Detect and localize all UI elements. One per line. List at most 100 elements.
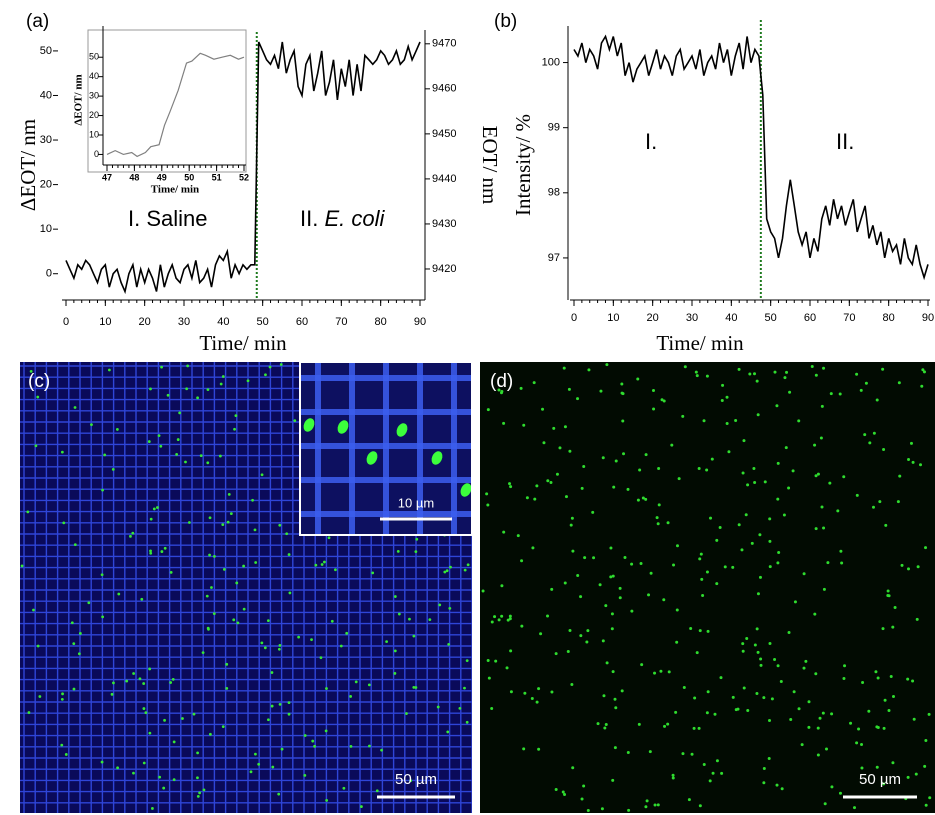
bacterium bbox=[705, 374, 709, 378]
bacterium bbox=[586, 809, 590, 813]
bacterium bbox=[554, 652, 558, 656]
bacterium bbox=[744, 513, 748, 517]
bacterium bbox=[692, 726, 696, 730]
bacterium bbox=[142, 707, 146, 710]
bacterium bbox=[911, 679, 915, 683]
bacterium bbox=[260, 473, 264, 477]
bacterium bbox=[342, 786, 346, 790]
bacterium bbox=[219, 382, 223, 386]
bacterium bbox=[537, 747, 541, 751]
bacterium bbox=[876, 676, 880, 680]
bacterium bbox=[813, 443, 817, 447]
bacterium bbox=[663, 724, 667, 728]
y2-tick-label: 9430 bbox=[432, 218, 456, 230]
y-tick-label: 30 bbox=[40, 134, 52, 146]
bacterium bbox=[525, 496, 529, 500]
micrograph-inset bbox=[300, 362, 472, 535]
bacterium bbox=[226, 520, 230, 524]
bacterium bbox=[266, 619, 270, 623]
bacterium bbox=[371, 571, 375, 575]
bacterium bbox=[814, 373, 818, 377]
bacterium bbox=[871, 505, 875, 509]
bacterium bbox=[671, 773, 675, 777]
bacterium bbox=[840, 561, 844, 565]
bacterium bbox=[446, 730, 450, 734]
bacterium bbox=[644, 497, 648, 501]
bacterium bbox=[719, 676, 723, 680]
bacterium bbox=[163, 546, 167, 550]
bacterium bbox=[779, 680, 783, 684]
bacterium bbox=[740, 548, 744, 552]
bacterium bbox=[907, 458, 911, 462]
bacterium bbox=[793, 600, 797, 604]
bacterium bbox=[767, 757, 771, 761]
x-tick-label: 48 bbox=[129, 172, 139, 182]
bacterium bbox=[349, 744, 353, 748]
bacterium bbox=[208, 732, 212, 736]
bacterium bbox=[855, 372, 859, 376]
bacterium bbox=[555, 472, 559, 476]
bacterium bbox=[187, 521, 191, 524]
bacterium bbox=[723, 565, 727, 569]
bacterium bbox=[770, 697, 774, 701]
bacterium bbox=[202, 788, 206, 792]
bacterium bbox=[863, 433, 867, 437]
bacterium bbox=[924, 546, 928, 550]
bacterium bbox=[843, 664, 847, 668]
bacterium bbox=[864, 381, 868, 385]
bacterium bbox=[325, 687, 328, 690]
bacterium bbox=[148, 667, 152, 671]
y-tick-label: 40 bbox=[89, 71, 99, 81]
bacterium bbox=[830, 785, 834, 789]
bacterium bbox=[443, 570, 447, 574]
bacterium bbox=[246, 379, 250, 383]
bacterium bbox=[852, 806, 856, 810]
bacterium bbox=[287, 701, 291, 705]
bacterium bbox=[898, 474, 902, 478]
x-tick-label: 90 bbox=[922, 312, 934, 324]
bacterium bbox=[640, 663, 644, 667]
bacterium bbox=[463, 686, 466, 690]
bacterium bbox=[758, 533, 762, 537]
bacterium bbox=[706, 690, 710, 694]
bacterium bbox=[530, 696, 534, 700]
bacterium bbox=[582, 784, 586, 788]
bacterium bbox=[571, 549, 575, 553]
bacterium bbox=[36, 395, 40, 399]
bacterium bbox=[208, 516, 212, 520]
bacterium bbox=[568, 449, 572, 453]
data-line bbox=[65, 41, 421, 295]
bacterium bbox=[821, 711, 825, 715]
bacterium bbox=[775, 404, 779, 408]
bacterium bbox=[887, 594, 891, 598]
bacterium bbox=[125, 679, 129, 683]
bacterium bbox=[232, 618, 236, 622]
bacterium bbox=[257, 762, 261, 766]
micrograph bbox=[480, 362, 935, 813]
bacterium bbox=[693, 696, 697, 700]
bacterium bbox=[756, 592, 760, 596]
bacterium bbox=[163, 718, 166, 722]
bacterium bbox=[149, 551, 153, 555]
bacterium bbox=[657, 503, 661, 507]
bacterium bbox=[773, 370, 777, 374]
bacterium bbox=[466, 563, 470, 567]
x-tick-label: 0 bbox=[63, 316, 69, 328]
bacterium bbox=[254, 752, 257, 756]
bacterium bbox=[537, 687, 541, 691]
bacterium bbox=[207, 627, 210, 631]
bacterium bbox=[303, 734, 307, 737]
bacterium bbox=[924, 803, 928, 807]
bacterium bbox=[184, 460, 187, 464]
bacterium bbox=[924, 739, 928, 743]
bacterium bbox=[753, 372, 757, 376]
bacterium bbox=[523, 691, 527, 695]
bacterium bbox=[367, 683, 371, 687]
bacterium bbox=[906, 775, 910, 779]
bacterium bbox=[208, 553, 211, 557]
y2-tick-label: 9470 bbox=[432, 38, 456, 50]
bacterium bbox=[800, 743, 804, 747]
bacterium bbox=[199, 454, 203, 458]
bacterium bbox=[916, 565, 920, 569]
bacterium bbox=[159, 444, 163, 448]
